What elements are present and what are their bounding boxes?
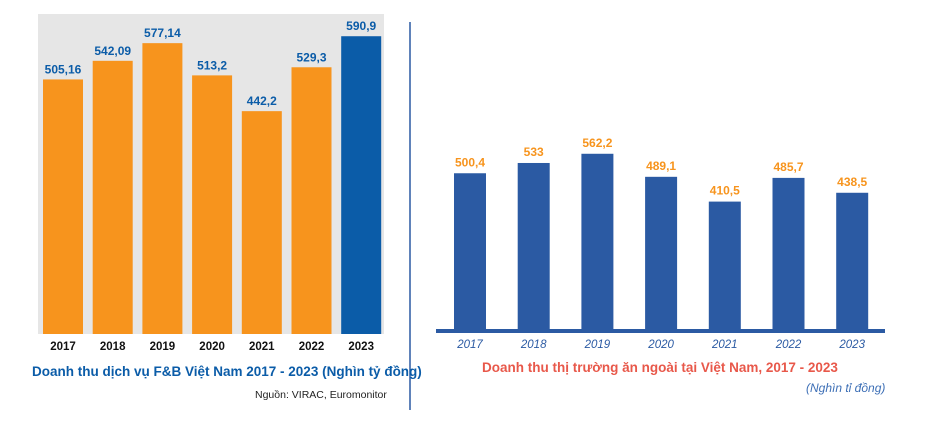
- right-bar-2020: [645, 176, 678, 331]
- left-value-label-2023: 590,9: [346, 19, 376, 33]
- left-tick-label-2022: 2022: [299, 341, 325, 353]
- right-value-label-2019: 562,2: [582, 136, 612, 150]
- right-bar-2019: [581, 153, 614, 331]
- left-tick-label-2020: 2020: [199, 341, 225, 353]
- left-tick-label-2019: 2019: [150, 341, 176, 353]
- right-value-label-2017: 500,4: [455, 155, 485, 169]
- left-tick-label-2023: 2023: [348, 341, 374, 353]
- right-tick-label-2022: 2022: [775, 339, 802, 351]
- left-tick-label-2021: 2021: [249, 341, 275, 353]
- right-value-label-2020: 489,1: [646, 159, 676, 173]
- left-bar-2022: [291, 67, 332, 334]
- left-bar-2017: [43, 79, 83, 334]
- left-chart-title: Doanh thu dịch vụ F&B Việt Nam 2017 - 20…: [32, 364, 422, 379]
- left-bar-2018: [92, 60, 133, 334]
- right-tick-label-2021: 2021: [711, 339, 738, 351]
- left-chart-source: Nguồn: VIRAC, Euromonitor: [255, 389, 387, 401]
- right-value-label-2022: 485,7: [773, 160, 803, 174]
- right-value-label-2023: 438,5: [837, 175, 867, 189]
- right-tick-label-2018: 2018: [520, 339, 547, 351]
- right-bar-2022: [772, 177, 805, 331]
- left-value-label-2019: 577,14: [144, 26, 181, 40]
- right-bar-2021: [708, 201, 741, 331]
- left-bar-chart: 505,16 2017 542,09 2018 577,14 2019 513,2 2020 4…: [43, 19, 382, 353]
- right-bar-2017: [454, 173, 486, 331]
- right-tick-label-2023: 2023: [838, 339, 865, 351]
- right-tick-label-2017: 2017: [456, 339, 483, 351]
- left-tick-label-2018: 2018: [100, 341, 126, 353]
- left-value-label-2017: 505,16: [45, 62, 82, 76]
- left-value-label-2020: 513,2: [197, 58, 227, 72]
- right-chart-unit: (Nghìn tỉ đồng): [806, 381, 886, 395]
- left-value-label-2022: 529,3: [296, 50, 326, 64]
- left-bar-2019: [142, 43, 183, 334]
- right-tick-label-2019: 2019: [584, 339, 611, 351]
- left-bar-2023: [341, 36, 382, 334]
- right-chart-title: Doanh thu thị trường ăn ngoài tại Việt N…: [482, 360, 838, 375]
- right-bar-2023: [836, 192, 869, 331]
- right-tick-label-2020: 2020: [647, 339, 674, 351]
- left-value-label-2018: 542,09: [94, 44, 131, 58]
- left-tick-label-2017: 2017: [50, 341, 76, 353]
- right-value-label-2021: 410,5: [710, 184, 740, 198]
- left-bar-2021: [241, 111, 282, 334]
- left-bar-2020: [192, 75, 233, 335]
- left-value-label-2021: 442,2: [247, 94, 277, 108]
- right-value-label-2018: 533: [524, 145, 544, 159]
- right-bar-chart: 500,4 2017 533 2018 562,2 2019 489,1 2020 410,5 2…: [436, 136, 885, 351]
- right-bar-2018: [517, 162, 550, 331]
